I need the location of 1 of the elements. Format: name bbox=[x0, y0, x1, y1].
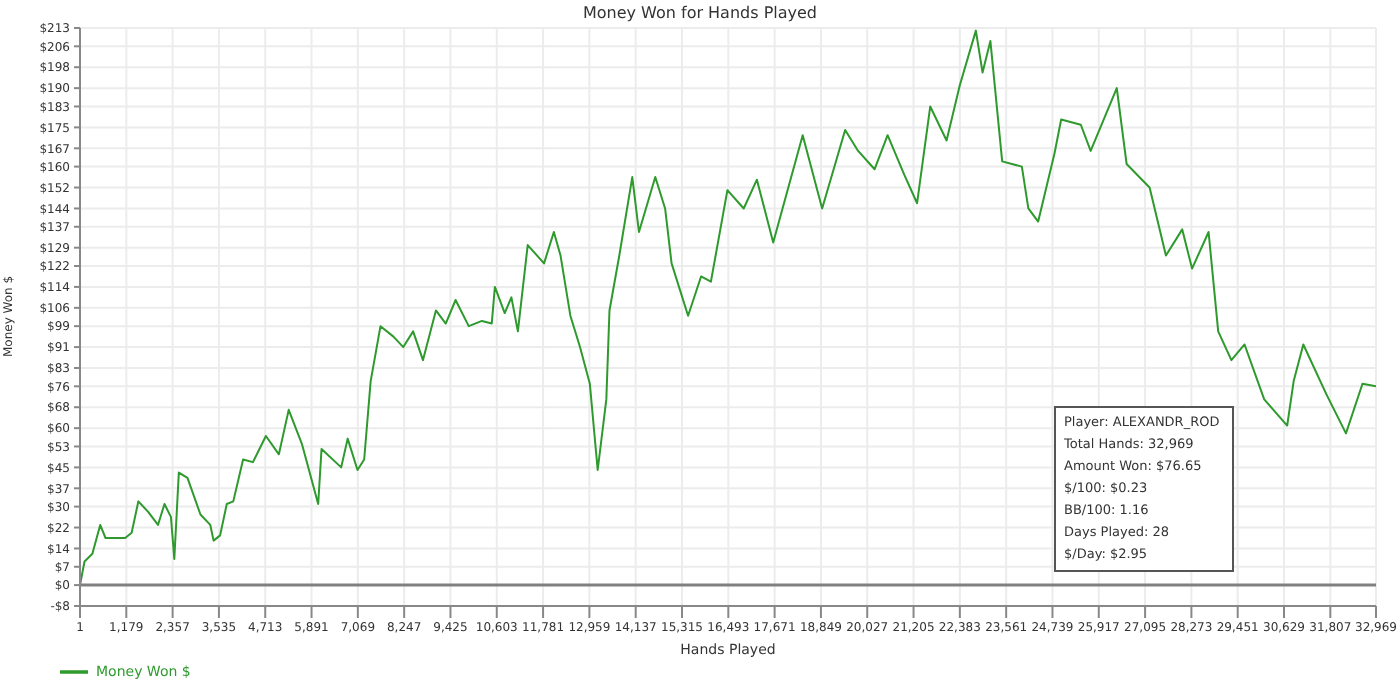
chart-title: Money Won for Hands Played bbox=[580, 4, 820, 22]
